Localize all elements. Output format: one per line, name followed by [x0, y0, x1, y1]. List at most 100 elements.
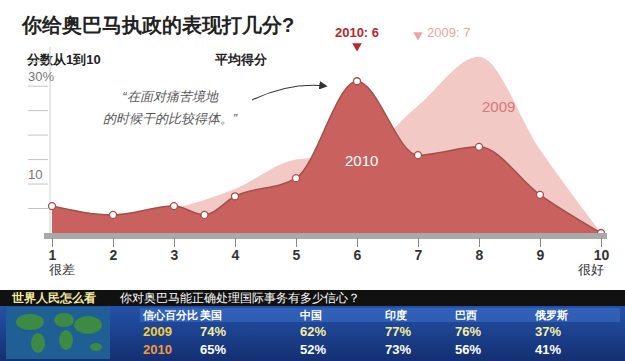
- series-label: 2009: [482, 98, 515, 115]
- x-tick-line: [357, 238, 358, 247]
- y-tick-label: 30%: [28, 69, 54, 84]
- average-marker: [413, 32, 423, 40]
- x-tick: 1: [49, 238, 57, 263]
- x-tick-line: [540, 238, 541, 247]
- x-tick-line: [235, 238, 236, 247]
- annotation: “在面对痛苦境地: [122, 89, 218, 104]
- plot-area: [49, 57, 605, 233]
- x-tick: 4: [232, 238, 240, 263]
- x-tick-line: [601, 238, 602, 247]
- y-tick: [28, 61, 48, 62]
- x-tick-label: 4: [232, 247, 240, 263]
- panel-header-cell: 美国: [199, 309, 222, 321]
- y-tick: [28, 184, 48, 185]
- annotation: 的时候干的比较得体。”: [103, 111, 238, 126]
- title: 你给奥巴马执政的表现打几分?: [21, 14, 294, 36]
- panel-header-row: [140, 308, 620, 322]
- point: [415, 152, 422, 159]
- x-end-label: 很差: [49, 262, 75, 277]
- area-2010: [52, 81, 601, 233]
- panel-body: [0, 306, 625, 361]
- panel-cell: 52%: [300, 342, 326, 357]
- panel-cell: 62%: [300, 324, 326, 339]
- x-tick-label: 10: [594, 247, 610, 263]
- point: [598, 230, 605, 234]
- panel-cell: 77%: [385, 324, 411, 339]
- point: [354, 78, 361, 85]
- x-tick: 8: [476, 238, 484, 263]
- point: [201, 211, 208, 218]
- panel-cell: 74%: [200, 324, 226, 339]
- chart-svg: 你给奥巴马执政的表现打几分? 分数从1到10 平均得分 10 30% 2009 2010 20…: [0, 0, 625, 361]
- panel-cell: 65%: [200, 342, 226, 357]
- panel-cell: 2010: [143, 342, 172, 357]
- map-land: [31, 333, 45, 353]
- x-tick-line: [418, 238, 419, 247]
- point: [293, 175, 300, 182]
- average-label: 2009: 7: [427, 25, 470, 40]
- x-tick: 2: [110, 238, 118, 263]
- map-land: [74, 316, 102, 334]
- x-tick-label: 3: [171, 247, 179, 263]
- x-axis: 1 2 3 4 5 6 7 8 9 10: [49, 238, 610, 263]
- x-tick: 7: [415, 238, 423, 263]
- chart-root: 你给奥巴马执政的表现打几分? 分数从1到10 平均得分 10 30% 2009 2010 20…: [0, 0, 625, 361]
- x-tick-label: 7: [415, 247, 423, 263]
- map-land: [59, 330, 73, 350]
- panel-header-bar: [0, 290, 625, 306]
- x-tick-line: [52, 238, 53, 247]
- y-tick: [28, 159, 48, 160]
- panel-header-cell: 信心百分比: [142, 309, 198, 321]
- y-tick: [28, 86, 48, 87]
- panel-header-cell: 印度: [385, 309, 407, 321]
- x-tick: 10: [594, 238, 610, 263]
- x-tick: 6: [354, 238, 362, 263]
- x-tick-label: 6: [354, 247, 362, 263]
- average-label: 2010: 6: [335, 25, 379, 40]
- x-tick-label: 9: [537, 247, 545, 263]
- map-bg: [6, 307, 110, 359]
- x-tick-label: 5: [293, 247, 301, 263]
- panel-header-cell: 巴西: [455, 309, 477, 321]
- panel-cell: 2009: [143, 324, 172, 339]
- point: [476, 143, 483, 150]
- x-end-label: 很好: [578, 262, 604, 277]
- annotation-arrow: [252, 85, 326, 100]
- point: [110, 211, 117, 218]
- panel-title: 世界人民怎么看: [11, 291, 96, 305]
- panel-cell: 37%: [535, 324, 561, 339]
- subtitle: 分数从1到10: [26, 52, 101, 67]
- map-land: [16, 314, 44, 330]
- panel-header-cell: 中国: [300, 309, 322, 321]
- line-2010: [52, 81, 601, 233]
- panel-question: 你对奥巴马能正确处理国际事务有多少信心？: [119, 291, 360, 305]
- y-tick-label: 10: [28, 167, 42, 182]
- y-tick: [28, 110, 48, 111]
- x-tick-line: [113, 238, 114, 247]
- average-marker: [352, 43, 362, 51]
- x-tick-label: 8: [476, 247, 484, 263]
- panel: 世界人民怎么看 你对奥巴马能正确处理国际事务有多少信心？ 信心百分比美国 中国 印度 巴西…: [0, 290, 625, 361]
- series-label: 2010: [345, 152, 378, 169]
- point: [232, 193, 239, 200]
- point: [537, 191, 544, 198]
- background: [0, 0, 625, 361]
- x-tick-line: [479, 238, 480, 247]
- panel-cell: 41%: [535, 342, 561, 357]
- x-tick-label: 2: [110, 247, 118, 263]
- x-tick-line: [296, 238, 297, 247]
- x-tick: 9: [537, 238, 545, 263]
- x-tick: 5: [293, 238, 301, 263]
- y-tick: [28, 208, 48, 209]
- panel-cell: 76%: [455, 324, 481, 339]
- panel-header-cell: 俄罗斯: [534, 309, 568, 321]
- point: [171, 203, 178, 210]
- x-tick-line: [174, 238, 175, 247]
- map-land: [90, 343, 102, 351]
- panel-cell: 73%: [385, 342, 411, 357]
- area-2009: [52, 57, 601, 233]
- y-tick: [28, 135, 48, 136]
- point: [49, 203, 56, 210]
- average-heading: 平均得分: [214, 52, 268, 67]
- map-land: [54, 313, 74, 327]
